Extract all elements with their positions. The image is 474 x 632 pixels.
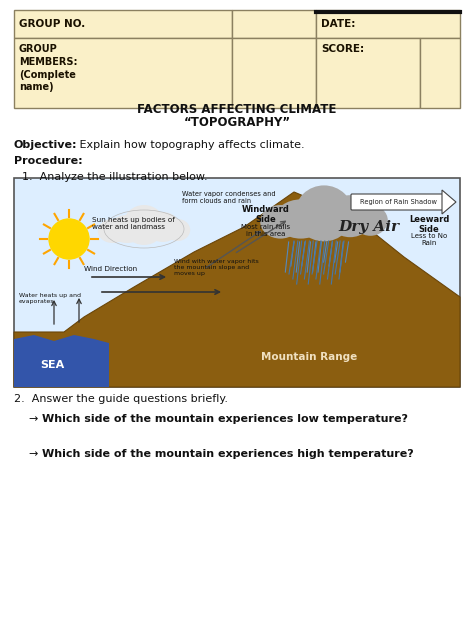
Polygon shape: [14, 335, 109, 387]
Text: SCORE:: SCORE:: [321, 44, 364, 54]
Text: Procedure:: Procedure:: [14, 156, 82, 166]
FancyBboxPatch shape: [351, 194, 443, 210]
Text: Region of Rain Shadow: Region of Rain Shadow: [360, 199, 437, 205]
Ellipse shape: [275, 200, 327, 239]
Text: Windward
Side: Windward Side: [242, 205, 290, 224]
Bar: [232, 38, 316, 108]
Text: GROUP NO.: GROUP NO.: [19, 19, 85, 29]
Text: Water heats up and
evaporates: Water heats up and evaporates: [19, 293, 81, 304]
Text: →: →: [28, 449, 37, 459]
Text: “TOPOGRAPHY”: “TOPOGRAPHY”: [183, 116, 291, 129]
Circle shape: [49, 219, 89, 259]
Text: Mountain Range: Mountain Range: [261, 352, 357, 362]
Text: Dry Air: Dry Air: [338, 220, 400, 234]
Text: Water vapor condenses and
form clouds and rain: Water vapor condenses and form clouds an…: [182, 191, 275, 204]
Ellipse shape: [165, 219, 190, 241]
Text: Wind with water vapor hits
the mountain slope and
moves up: Wind with water vapor hits the mountain …: [174, 259, 259, 276]
Text: Less to No
Rain: Less to No Rain: [411, 233, 447, 246]
Bar: [14, 38, 232, 108]
Text: 1.  Analyze the illustration below.: 1. Analyze the illustration below.: [22, 172, 208, 182]
Ellipse shape: [98, 219, 127, 243]
Text: Objective:: Objective:: [14, 140, 78, 150]
Text: Wind Direction: Wind Direction: [84, 266, 137, 272]
Ellipse shape: [146, 212, 180, 242]
Ellipse shape: [108, 215, 146, 243]
Text: Sun heats up bodies of
water and landmass: Sun heats up bodies of water and landmas…: [92, 217, 175, 230]
Bar: [316, 10, 460, 38]
Text: DATE:: DATE:: [321, 19, 356, 29]
Text: Leeward
Side: Leeward Side: [409, 215, 449, 234]
Text: Which side of the mountain experiences high temperature?: Which side of the mountain experiences h…: [42, 449, 414, 459]
Polygon shape: [14, 192, 460, 387]
Text: 2.  Answer the guide questions briefly.: 2. Answer the guide questions briefly.: [14, 394, 228, 404]
Text: GROUP
MEMBERS:
(Complete
name): GROUP MEMBERS: (Complete name): [19, 44, 78, 92]
Ellipse shape: [353, 205, 388, 236]
Bar: [420, 38, 460, 108]
Ellipse shape: [295, 185, 353, 241]
Ellipse shape: [260, 205, 301, 239]
Polygon shape: [442, 190, 456, 214]
Text: FACTORS AFFECTING CLIMATE: FACTORS AFFECTING CLIMATE: [137, 103, 337, 116]
Text: Most rain falls
in this area: Most rain falls in this area: [241, 224, 291, 237]
Text: Which side of the mountain experiences low temperature?: Which side of the mountain experiences l…: [42, 414, 408, 424]
Bar: [316, 38, 420, 108]
Bar: [14, 10, 232, 38]
Text: Explain how topography affects climate.: Explain how topography affects climate.: [76, 140, 305, 150]
Bar: [14, 178, 460, 387]
Bar: [232, 10, 316, 38]
Text: SEA: SEA: [40, 360, 64, 370]
Text: →: →: [28, 414, 37, 424]
Ellipse shape: [123, 205, 165, 245]
Ellipse shape: [327, 195, 374, 237]
